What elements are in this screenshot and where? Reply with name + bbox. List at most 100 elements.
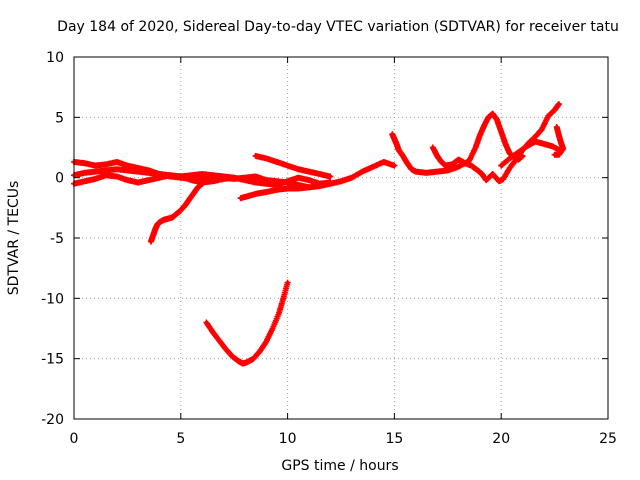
series-markers <box>203 279 291 367</box>
data-point <box>328 180 333 185</box>
data-point <box>533 134 538 139</box>
data-point <box>396 148 401 152</box>
data-point <box>221 174 226 179</box>
data-point <box>503 142 508 146</box>
data-point <box>296 186 301 191</box>
data-point <box>285 186 290 191</box>
data-point <box>211 179 215 184</box>
series-track-k <box>551 124 567 158</box>
data-point <box>146 171 151 175</box>
data-point <box>405 161 410 165</box>
data-point <box>240 361 245 366</box>
series-track-g <box>252 152 334 180</box>
data-point <box>360 169 365 174</box>
data-point <box>258 349 262 354</box>
x-tick-label: 5 <box>176 431 185 447</box>
data-point <box>149 239 153 244</box>
series-track-f <box>237 184 312 202</box>
data-layer <box>71 101 567 367</box>
data-point <box>146 178 151 182</box>
data-point <box>168 173 172 178</box>
data-point <box>245 360 249 365</box>
data-point <box>307 178 311 182</box>
data-point <box>114 160 119 164</box>
data-point <box>208 175 213 180</box>
chart-title: Day 184 of 2020, Sidereal Day-to-day VTE… <box>57 19 619 35</box>
data-point <box>264 181 269 186</box>
data-point <box>114 174 119 179</box>
data-point <box>328 174 333 179</box>
data-point <box>157 172 162 176</box>
data-point <box>157 220 162 225</box>
data-point <box>516 150 521 155</box>
data-point <box>482 123 486 128</box>
data-point <box>317 172 322 176</box>
series-track-c <box>71 166 238 181</box>
data-point <box>253 154 258 158</box>
data-point <box>499 130 504 134</box>
data-point <box>125 168 130 173</box>
data-point <box>413 169 418 174</box>
data-point <box>557 102 561 106</box>
data-point <box>473 145 478 150</box>
x-tick-label: 10 <box>279 431 297 447</box>
data-point <box>251 356 256 361</box>
data-point <box>82 171 87 175</box>
data-point <box>104 162 108 167</box>
data-point <box>486 115 491 120</box>
x-tick-label: 15 <box>385 431 403 447</box>
data-point <box>371 165 375 169</box>
data-point <box>484 178 489 182</box>
data-point <box>507 166 512 170</box>
data-point <box>281 296 286 301</box>
data-point <box>307 185 311 190</box>
data-point <box>275 183 279 187</box>
data-point <box>253 180 258 185</box>
data-point <box>539 127 544 132</box>
data-point <box>161 218 166 222</box>
data-point <box>446 168 450 173</box>
data-point <box>307 169 311 174</box>
data-point <box>153 227 157 232</box>
data-point <box>480 172 484 176</box>
data-point <box>552 108 557 112</box>
data-point <box>394 142 399 146</box>
data-point <box>223 347 228 351</box>
y-axis-label: SDTVAR / TECUs <box>6 181 22 296</box>
data-point <box>189 173 194 178</box>
data-point <box>392 163 397 168</box>
tick-layer: 0 5 10 15 20 25 -20 -15 -10 -5 0 5 10 <box>41 50 617 447</box>
data-point <box>392 137 397 141</box>
data-point <box>499 163 504 168</box>
data-point <box>155 222 160 227</box>
data-point <box>232 175 236 180</box>
series-track-d <box>147 174 214 245</box>
data-point <box>469 163 474 168</box>
data-point <box>204 178 209 182</box>
data-point <box>501 177 506 181</box>
data-point <box>507 156 512 161</box>
data-point <box>431 145 435 150</box>
data-point <box>151 233 155 238</box>
data-point <box>497 179 501 184</box>
data-point <box>546 114 550 118</box>
data-point <box>277 311 281 315</box>
data-point <box>104 168 108 173</box>
data-point <box>542 142 546 146</box>
data-point <box>559 140 563 145</box>
data-point <box>339 179 343 184</box>
data-point <box>443 163 448 168</box>
data-point <box>401 154 405 158</box>
series-markers <box>551 124 567 158</box>
data-point <box>554 125 559 129</box>
data-point <box>174 212 179 216</box>
x-tick-label: 0 <box>70 431 79 447</box>
data-point <box>507 151 512 156</box>
data-point <box>550 144 555 149</box>
data-point <box>349 175 354 180</box>
data-point <box>435 154 439 158</box>
data-point <box>236 359 241 363</box>
data-point <box>285 280 290 285</box>
data-point <box>125 163 130 168</box>
y-tick-label: -15 <box>41 352 64 368</box>
